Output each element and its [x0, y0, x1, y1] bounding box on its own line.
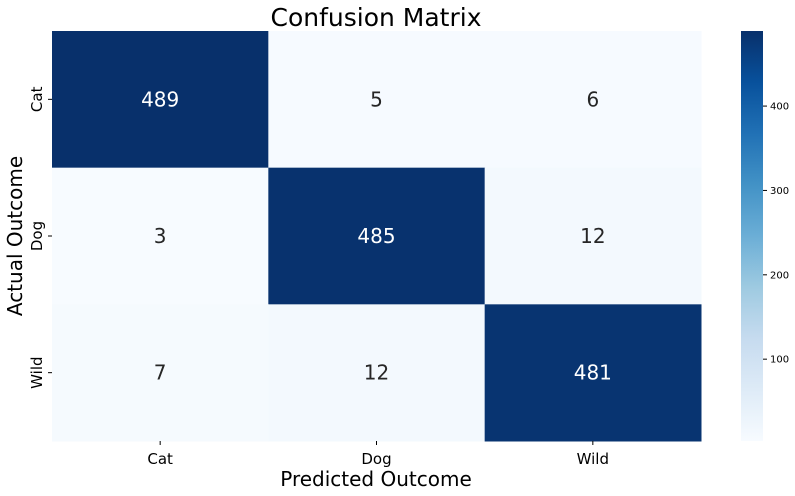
- x-axis-label: Predicted Outcome: [280, 467, 472, 491]
- cell-value-label: 485: [357, 224, 395, 248]
- cell-value-label: 7: [154, 361, 167, 385]
- colorbar-tick-label: 200: [770, 270, 789, 281]
- heatmap-cell: [52, 31, 269, 169]
- heatmap-cell: [484, 31, 702, 169]
- y-tick-label: Cat: [28, 86, 46, 112]
- cell-value-label: 6: [586, 87, 599, 111]
- cell-value-label: 489: [141, 87, 179, 111]
- heatmap-cell: [484, 167, 702, 305]
- cell-value-label: 12: [580, 224, 605, 248]
- y-tick-label: Wild: [28, 356, 46, 388]
- heatmap-cell: [52, 304, 269, 442]
- chart-title: Confusion Matrix: [270, 3, 481, 32]
- y-axis-label: Actual Outcome: [3, 156, 27, 316]
- cell-value-label: 481: [574, 361, 612, 385]
- cell-value-label: 12: [364, 361, 389, 385]
- heatmap-cells: [52, 31, 702, 442]
- colorbar-tick-label: 100: [770, 355, 789, 366]
- y-tick-label: Dog: [28, 221, 46, 251]
- heatmap-cell: [268, 31, 486, 169]
- heatmap-cell: [268, 304, 486, 442]
- x-tick-label: Dog: [361, 450, 391, 468]
- cell-value-label: 3: [154, 224, 167, 248]
- x-tick-label: Wild: [577, 450, 609, 468]
- x-tick-label: Cat: [147, 450, 173, 468]
- x-axis-ticks: Cat Dog Wild: [147, 441, 609, 468]
- heatmap-cell: [268, 167, 486, 305]
- colorbar-tick-label: 400: [770, 102, 789, 113]
- colorbar-ticks: 100 200 300 400: [763, 102, 789, 366]
- heatmap-cell-labels: 489 5 6 3 485 12 7 12 481: [141, 87, 612, 384]
- y-axis-ticks: Cat Dog Wild: [28, 86, 52, 389]
- cell-value-label: 5: [370, 87, 383, 111]
- colorbar-tick-label: 300: [770, 186, 789, 197]
- heatmap-cell: [52, 167, 269, 305]
- heatmap-cell: [484, 304, 702, 442]
- colorbar: [741, 31, 763, 441]
